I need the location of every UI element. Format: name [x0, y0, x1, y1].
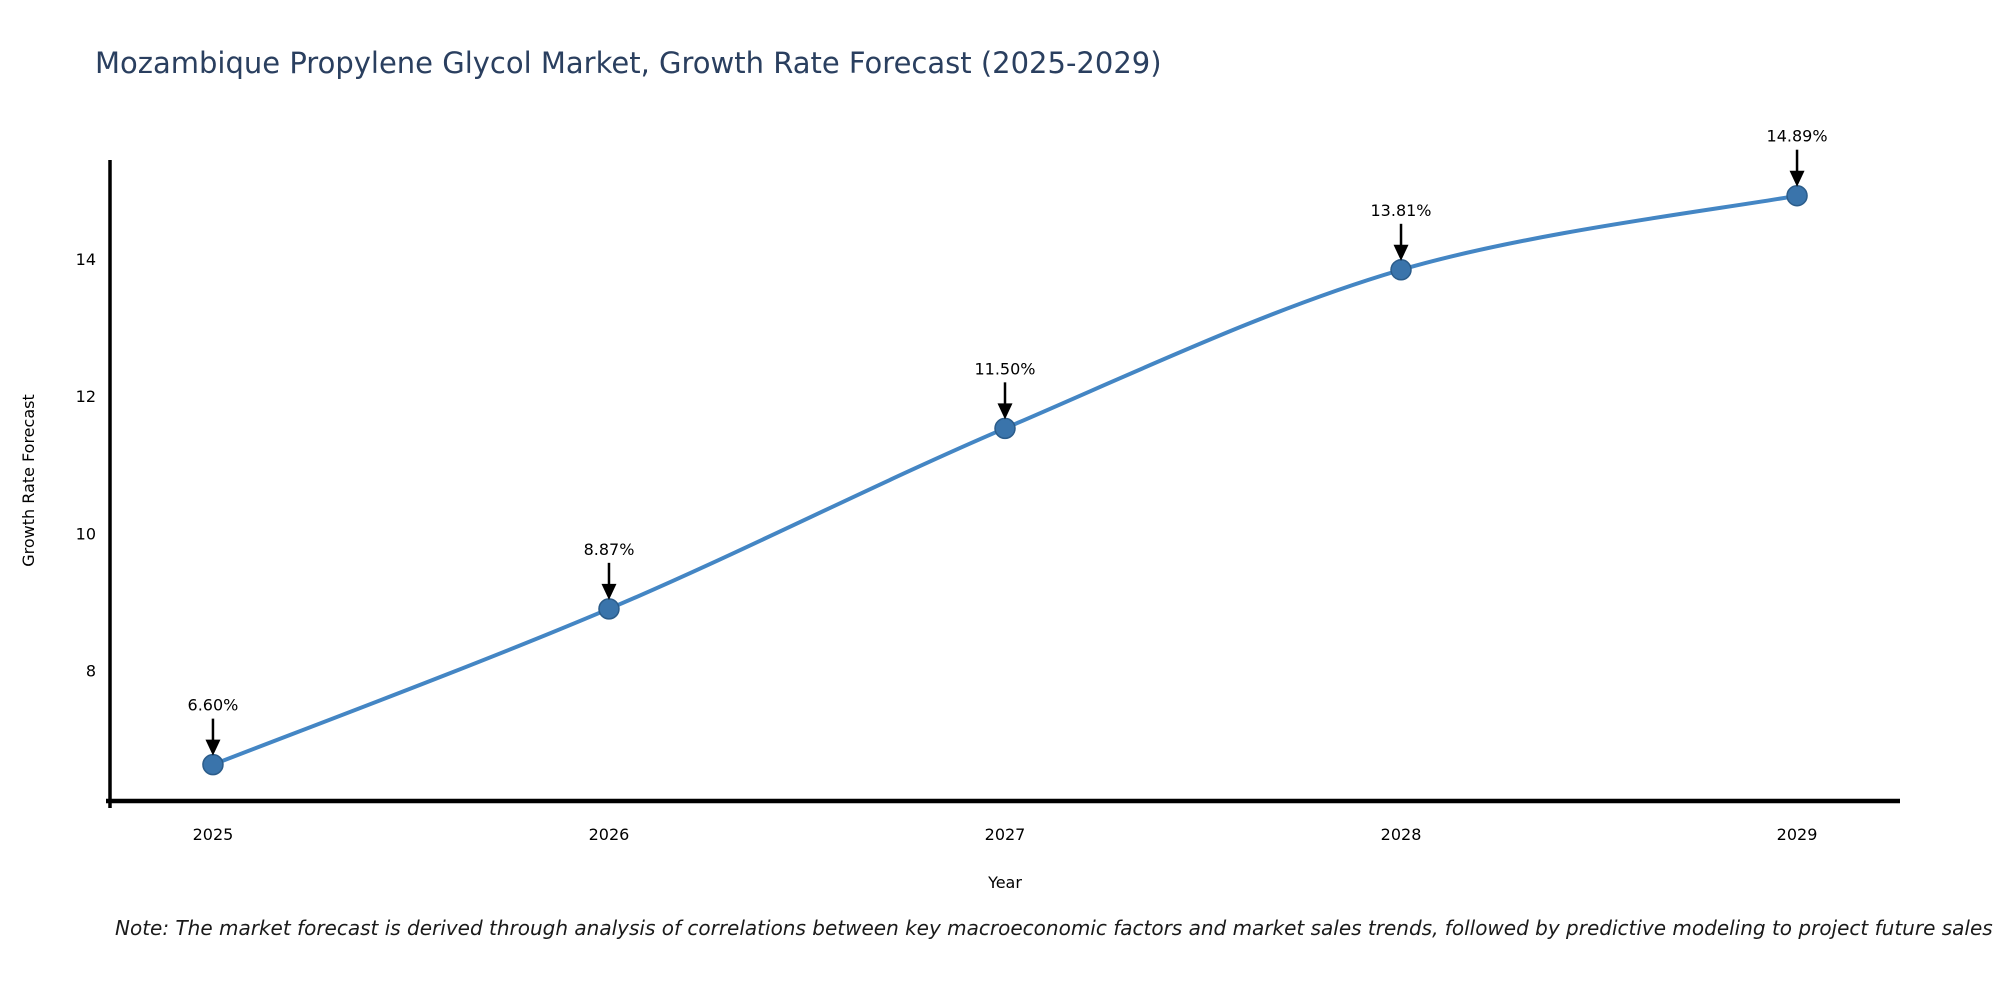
annotation-label: 8.87%	[584, 540, 635, 559]
x-axis-title: Year	[987, 873, 1022, 892]
annotation-label: 14.89%	[1767, 127, 1828, 146]
data-point-marker	[1390, 259, 1412, 281]
annotation-arrowhead	[1789, 170, 1805, 187]
x-tick-label: 2026	[589, 825, 630, 844]
chart-title: Mozambique Propylene Glycol Market, Grow…	[95, 46, 1162, 80]
annotation-arrowhead	[997, 403, 1013, 420]
data-point-marker	[1786, 184, 1808, 207]
data-point-marker	[994, 417, 1016, 440]
annotation-arrowhead	[205, 739, 221, 756]
data-point-marker	[598, 598, 620, 620]
annotation-label: 11.50%	[974, 359, 1035, 378]
data-point-marker	[202, 753, 224, 776]
annotation-arrowhead	[1393, 244, 1409, 261]
x-tick-label: 2029	[1777, 825, 1818, 844]
x-tick-label: 2027	[985, 825, 1026, 844]
annotation-arrowhead	[601, 583, 617, 600]
y-tick-label: 8	[86, 662, 96, 681]
y-tick-label: 10	[76, 524, 96, 543]
x-tick-label: 2025	[193, 825, 234, 844]
footnote: Note: The market forecast is derived thr…	[115, 916, 1993, 940]
series-line	[210, 193, 1800, 767]
y-axis-title: Growth Rate Forecast	[19, 394, 38, 566]
x-tick-label: 2028	[1381, 825, 1422, 844]
y-tick-label: 14	[76, 250, 96, 269]
plot-area: 8 10 12 14 2025 2026 2027 2028 2029 Year Growth Ra…	[19, 127, 1900, 892]
y-tick-label: 12	[76, 387, 96, 406]
annotation-label: 6.60%	[188, 696, 239, 715]
annotation-label: 13.81%	[1371, 201, 1432, 220]
